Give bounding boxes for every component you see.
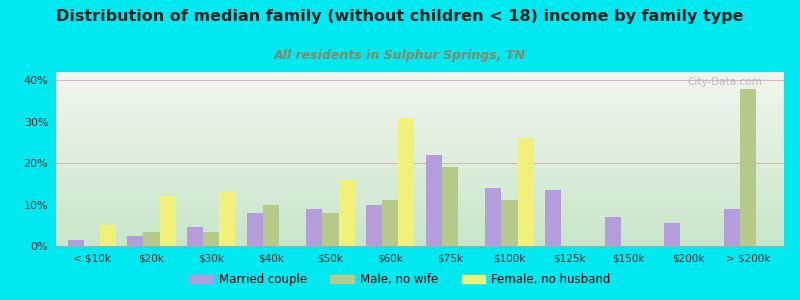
Bar <box>664 223 681 246</box>
Legend: Married couple, Male, no wife, Female, no husband: Married couple, Male, no wife, Female, n… <box>185 269 615 291</box>
Bar <box>143 232 159 246</box>
Bar <box>187 227 203 246</box>
Bar <box>382 200 398 246</box>
Bar <box>502 200 518 246</box>
Bar <box>486 188 502 246</box>
Bar <box>203 232 219 246</box>
Bar <box>518 138 534 246</box>
Bar <box>426 155 442 246</box>
Bar <box>545 190 561 246</box>
Bar <box>366 205 382 246</box>
Bar <box>100 225 116 246</box>
Bar <box>740 88 756 246</box>
Bar <box>398 118 414 246</box>
Text: All residents in Sulphur Springs, TN: All residents in Sulphur Springs, TN <box>274 50 526 62</box>
Bar <box>306 209 322 246</box>
Bar <box>159 196 176 246</box>
Bar <box>127 236 143 246</box>
Bar <box>322 213 338 246</box>
Bar <box>338 180 354 246</box>
Bar <box>442 167 458 246</box>
Bar <box>605 217 621 246</box>
Bar <box>724 209 740 246</box>
Bar <box>219 192 235 246</box>
Text: City-Data.com: City-Data.com <box>687 77 762 87</box>
Bar <box>68 240 84 246</box>
Bar <box>246 213 262 246</box>
Bar <box>262 205 279 246</box>
Text: Distribution of median family (without children < 18) income by family type: Distribution of median family (without c… <box>56 9 744 24</box>
